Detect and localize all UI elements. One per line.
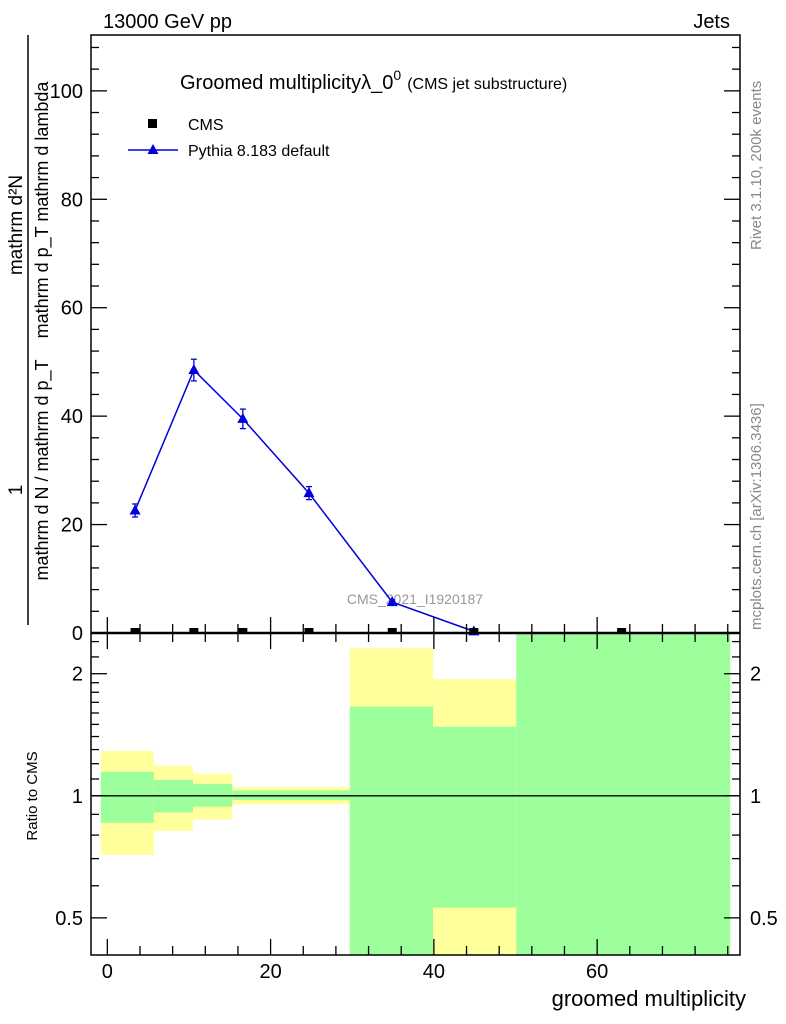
cms-point [238, 628, 248, 633]
y-tick-label: 40 [61, 406, 83, 428]
y-tick-label: 80 [61, 189, 83, 211]
legend-cms-label: CMS [188, 117, 224, 134]
x-tick-label: 40 [423, 961, 445, 983]
ylabel-den-top: mathrm d p_T mathrm d lambda [32, 81, 53, 339]
ratio-band-green [349, 706, 434, 955]
ratio-y-tick-label: 1 [72, 786, 83, 808]
y-tick-label: 20 [61, 515, 83, 537]
ratio-y-tick-label-right: 2 [750, 664, 761, 686]
y-tick-label: 0 [72, 623, 83, 645]
legend-pythia-marker [147, 144, 159, 154]
legend-pythia-label: Pythia 8.183 default [188, 143, 330, 160]
x-tick-label: 0 [102, 961, 113, 983]
ratio-band-green [433, 726, 517, 908]
cms-point [189, 628, 199, 633]
x-axis-label: groomed multiplicity [552, 986, 746, 1011]
cms-point [617, 628, 627, 633]
rivet-label: Rivet 3.1.10, 200k events [748, 81, 765, 250]
energy-label: 13000 GeV pp [103, 11, 232, 33]
legend-cms-marker [148, 119, 157, 128]
pythia-point [386, 596, 398, 607]
chart-title: Groomed multiplicityλ_00(CMS jet substru… [180, 67, 567, 94]
cms-point [304, 628, 314, 633]
ylabel-num-top: mathrm d²N [6, 175, 27, 275]
ylabel-den-bottom: mathrm d N / mathrm d p_T [32, 359, 53, 580]
cms-point [130, 628, 140, 633]
ratio-y-tick-label: 0.5 [55, 908, 83, 930]
x-tick-label: 20 [259, 961, 281, 983]
pythia-point [237, 412, 249, 423]
cms-point [387, 628, 397, 633]
x-tick-label: 60 [586, 961, 608, 983]
main-y-axis-label: mathrm d²N 1 mathrm d p_T mathrm d lambd… [6, 35, 53, 625]
pythia-point [129, 504, 141, 515]
cms-point [469, 628, 479, 633]
pythia-line [134, 368, 475, 633]
pythia-point [188, 364, 200, 375]
ratio-bands [91, 633, 740, 955]
mcplots-label: mcplots.cern.ch [arXiv:1306.3436] [748, 403, 765, 630]
y-tick-label: 100 [50, 81, 83, 103]
ratio-y-tick-label-right: 1 [750, 786, 761, 808]
ratio-band-green [516, 633, 731, 955]
ylabel-num-bottom: 1 [6, 485, 27, 496]
category-label: Jets [693, 11, 730, 33]
ratio-y-tick-label-right: 0.5 [750, 908, 778, 930]
y-tick-label: 60 [61, 298, 83, 320]
analysis-watermark: CMS_2021_I1920187 [347, 591, 483, 607]
main-marks [129, 358, 627, 636]
ratio-band-green [100, 771, 154, 823]
pythia-point [303, 487, 315, 498]
ratio-y-axis-label: Ratio to CMS [24, 751, 41, 840]
axes: 0 20 40 60 0 20 40 60 80 100 0.5 0.5 1 1 2 2 [50, 34, 778, 983]
ratio-y-tick-label: 2 [72, 664, 83, 686]
plot-frame [90, 34, 741, 956]
